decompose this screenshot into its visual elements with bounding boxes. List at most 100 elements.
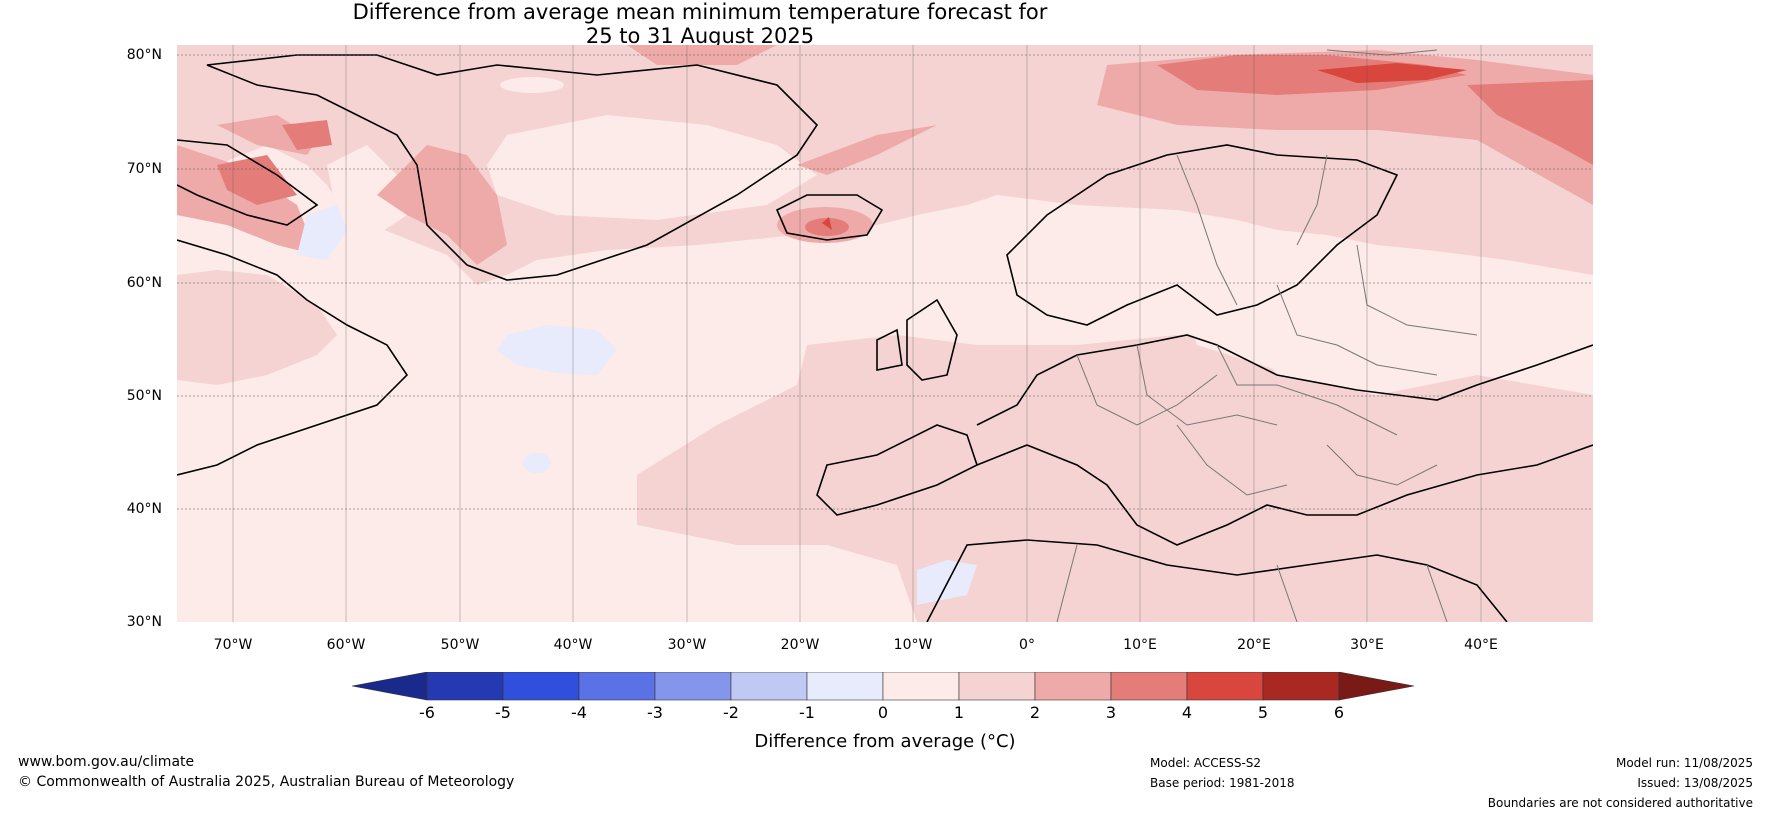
colorbar-bin-11 <box>1186 672 1264 701</box>
iceland-coast <box>775 194 884 241</box>
western-europe-warm-region <box>1007 345 1097 425</box>
border-3 <box>1216 344 1398 436</box>
north-africa-coast <box>926 539 1508 622</box>
lon-label-30w: 30°W <box>667 637 707 653</box>
ireland-coast <box>876 328 903 371</box>
border-7 <box>1326 444 1438 486</box>
footer-issued: Issued: 13/08/2025 <box>1637 776 1753 790</box>
iberia-coast <box>816 424 978 516</box>
colorbar-bin-8 <box>958 672 1036 701</box>
border-9 <box>1296 154 1328 246</box>
labrador-warm-region <box>177 270 337 385</box>
north-atlantic-inset <box>500 77 564 93</box>
colorbar-tick-label: 3 <box>1105 703 1117 722</box>
denmark-strait-warm <box>797 125 937 175</box>
graticule <box>177 45 1593 622</box>
colorbar-tick-label: 2 <box>1029 703 1041 722</box>
colorbar-bin-12 <box>1262 672 1340 701</box>
footer-copyright: © Commonwealth of Australia 2025, Austra… <box>18 774 515 790</box>
colorbar-title: Difference from average (°C) <box>754 731 1016 752</box>
lon-label-40e: 40°E <box>1464 637 1498 653</box>
lon-label-20w: 20°W <box>780 637 820 653</box>
labrador-coast <box>177 239 409 476</box>
title-line-1: Difference from average mean minimum tem… <box>352 0 1048 24</box>
forecast-map <box>177 45 1593 622</box>
colorbar-bin-5 <box>730 672 808 701</box>
iceland-peak <box>822 217 832 230</box>
colorbar-bin-10 <box>1110 672 1188 701</box>
colorbar-bin-6 <box>806 672 884 701</box>
map-svg <box>177 45 1593 622</box>
eastern-europe-inset <box>1177 270 1593 390</box>
colorbar-bin-3 <box>578 672 656 701</box>
baffin-inset <box>327 145 407 235</box>
border-8 <box>1176 154 1238 306</box>
lat-label-40n: 40°N <box>126 501 162 517</box>
azores-cool <box>523 453 551 473</box>
border-12 <box>1426 564 1448 622</box>
footer-model-run: Model run: 11/08/2025 <box>1615 756 1753 770</box>
colorbar-bin-1 <box>426 672 504 701</box>
scandinavia-coast <box>1006 144 1399 326</box>
baffin-coast <box>177 139 319 226</box>
colorbar-bin-2 <box>502 672 580 701</box>
barents-hottest <box>1317 63 1467 83</box>
colorbar-tick-label: -5 <box>495 703 511 722</box>
colorbar-tick-label: 1 <box>953 703 965 722</box>
colorbar-extend-low <box>352 672 428 701</box>
greenland-coast <box>206 54 819 281</box>
colorbar-tick-label: -4 <box>571 703 587 722</box>
labrador-sea-cool <box>297 205 347 260</box>
mediterranean-warm-region <box>637 335 1593 622</box>
colorbar <box>352 672 1415 701</box>
lat-label-50n: 50°N <box>126 388 162 404</box>
lon-label-70w: 70°W <box>213 637 253 653</box>
lon-label-20e: 20°E <box>1237 637 1271 653</box>
map-title: Difference from average mean minimum tem… <box>0 0 1400 48</box>
lat-label-80n: 80°N <box>126 47 162 63</box>
lon-label-30e: 30°E <box>1350 637 1384 653</box>
border-5 <box>1356 244 1478 336</box>
anomaly-4-5-regions <box>822 63 1467 230</box>
colorbar-tick-label: -3 <box>647 703 663 722</box>
border-6 <box>1176 424 1288 496</box>
anomaly-0-1-inset <box>327 77 1593 390</box>
lon-label-0: 0° <box>1019 637 1035 653</box>
anomaly-negative-regions <box>297 205 977 605</box>
mid-atlantic-cool <box>497 325 617 375</box>
davis-hot <box>217 155 297 205</box>
uk-coast <box>906 298 958 381</box>
colorbar-extend-high <box>1338 672 1415 701</box>
baffin-hot <box>282 120 332 150</box>
title-line-2: 25 to 31 August 2025 <box>585 24 815 48</box>
iceland-hot <box>805 218 849 236</box>
lat-label-70n: 70°N <box>126 161 162 177</box>
kara-sea-hot <box>1467 80 1593 165</box>
border-11 <box>1056 544 1078 622</box>
lon-label-60w: 60°W <box>326 637 366 653</box>
lat-label-30n: 30°N <box>126 614 162 630</box>
footer-disclaimer: Boundaries are not considered authoritat… <box>1487 796 1753 810</box>
colorbar-tick-label: -2 <box>723 703 739 722</box>
colorbar-bin-9 <box>1034 672 1112 701</box>
lon-label-10e: 10°E <box>1123 637 1157 653</box>
border-10 <box>1276 564 1298 622</box>
lon-label-10w: 10°W <box>893 637 933 653</box>
colorbar-tick-label: -1 <box>799 703 815 722</box>
colorbar-tick-label: 5 <box>1257 703 1269 722</box>
colorbar-tick-label: 4 <box>1181 703 1193 722</box>
country-borders <box>1056 49 1478 622</box>
lon-label-50w: 50°W <box>440 637 480 653</box>
colorbar-bin-7 <box>882 672 960 701</box>
colorbar-tick-label: 6 <box>1333 703 1345 722</box>
footer-website: www.bom.gov.au/climate <box>18 754 195 770</box>
east-greenland-warm <box>377 145 507 265</box>
border-1 <box>1076 354 1218 426</box>
lon-label-40w: 40°W <box>553 637 593 653</box>
colorbar-tick-label: 0 <box>877 703 889 722</box>
lat-label-60n: 60°N <box>126 275 162 291</box>
footer-base-period: Base period: 1981-2018 <box>1150 776 1295 790</box>
border-2 <box>1136 344 1278 426</box>
mediterranean-north-coast <box>976 444 1593 546</box>
greenland-sea-cool-inset <box>487 115 817 220</box>
